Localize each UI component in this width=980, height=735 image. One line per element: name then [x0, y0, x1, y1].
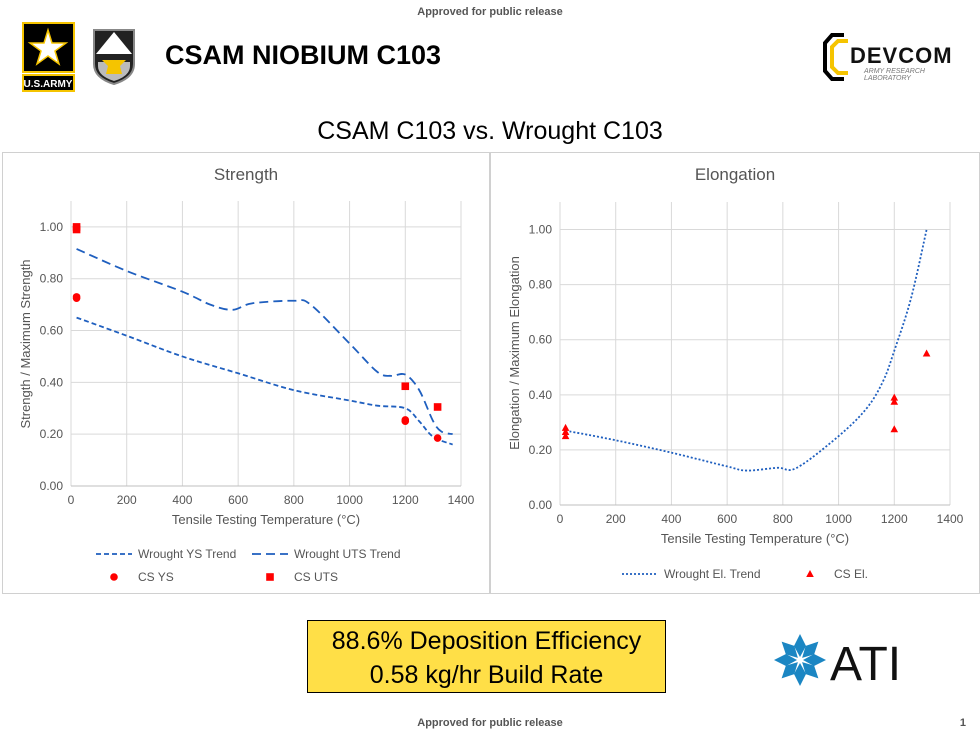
x-tick-label: 400 [661, 512, 681, 526]
svg-text:DEVCOM: DEVCOM [850, 43, 953, 68]
cs-uts-point [401, 382, 410, 391]
cs-el-point [561, 432, 570, 440]
y-tick-label: 0.20 [529, 443, 553, 457]
cs-uts-point [433, 403, 442, 411]
y-tick-label: 0.60 [40, 324, 64, 338]
y-axis-label: Elongation / Maximum Elongation [507, 256, 522, 450]
x-tick-label: 600 [228, 493, 248, 507]
y-axis-label: Strength / Maximum Strength [18, 259, 33, 428]
svg-text:U.S.ARMY: U.S.ARMY [24, 79, 73, 90]
legend-label: CS El. [834, 567, 868, 581]
y-tick-label: 1.00 [529, 223, 553, 237]
page-number: 1 [959, 717, 966, 729]
cs-el-point [922, 349, 931, 357]
elongation-chart: 0 200 400 600 800 1000 1200 1400 0.00 0.20 0.40 0.6… [507, 202, 964, 581]
callout-line-1: 88.6% Deposition Efficiency [331, 627, 642, 655]
svg-text:LABORATORY: LABORATORY [864, 75, 912, 82]
page-title: CSAM NIOBIUM C103 [165, 40, 442, 70]
elongation-chart-title: Elongation [694, 165, 776, 184]
svg-text:ARMY RESEARCH: ARMY RESEARCH [863, 68, 926, 75]
cs-el-point [890, 393, 899, 401]
callout-line-2: 0.58 kg/hr Build Rate [369, 661, 604, 689]
y-tick-label: 0.40 [529, 388, 553, 402]
y-tick-label: 0.80 [40, 272, 64, 286]
y-tick-label: 0.00 [529, 498, 553, 512]
x-axis-label: Tensile Testing Temperature (°C) [172, 512, 360, 527]
cs-el-point [890, 397, 899, 405]
ati-star-icon [774, 634, 826, 686]
x-tick-label: 1200 [881, 512, 908, 526]
x-tick-label: 600 [717, 512, 737, 526]
x-tick-label: 1000 [336, 493, 363, 507]
wrought-uts-trend-line [76, 248, 453, 436]
legend-label: Wrought YS Trend [138, 547, 236, 561]
legend-label: Wrought El. Trend [664, 567, 761, 581]
x-tick-label: 1400 [937, 512, 964, 526]
x-tick-label: 1400 [448, 493, 475, 507]
army-futures-shield-logo [93, 29, 135, 86]
strength-chart-title: Strength [213, 165, 279, 184]
y-tick-label: 0.60 [529, 333, 553, 347]
cs-el-point [890, 425, 899, 433]
cs-uts-point [72, 225, 81, 234]
ati-logo: ATI [774, 634, 901, 688]
legend-swatch [110, 573, 118, 581]
cs-ys-point [72, 294, 81, 302]
x-tick-label: 0 [557, 512, 564, 526]
x-tick-label: 400 [172, 493, 192, 507]
y-tick-label: 0.00 [40, 479, 64, 493]
x-axis-label: Tensile Testing Temperature (°C) [661, 531, 849, 546]
x-tick-label: 1000 [825, 512, 852, 526]
cs-ys-point [433, 434, 442, 442]
wrought-el-trend-line [565, 229, 928, 472]
legend-label: Wrought UTS Trend [294, 547, 401, 561]
x-tick-label: 200 [117, 493, 137, 507]
y-tick-label: 0.40 [40, 375, 64, 389]
legend-swatch [266, 573, 274, 581]
charts-layer: 0 200 400 600 800 1000 1200 1400 0.00 0.20 0.40 0.6… [18, 201, 964, 584]
wrought-ys-trend-line [76, 316, 453, 446]
x-tick-label: 800 [284, 493, 304, 507]
strength-chart: 0 200 400 600 800 1000 1200 1400 0.00 0.20 0.40 0.6… [18, 201, 475, 584]
legend-label: CS YS [138, 570, 174, 584]
legend-swatch [806, 570, 814, 577]
deposition-callout: 88.6% Deposition Efficiency 0.58 kg/hr B… [307, 620, 666, 693]
legend-label: CS UTS [294, 570, 338, 584]
ati-wordmark: ATI [830, 638, 901, 688]
release-notice-bottom: Approved for public release [417, 717, 563, 729]
x-tick-label: 200 [606, 512, 626, 526]
cs-el-point [561, 428, 570, 436]
slide-subtitle: CSAM C103 vs. Wrought C103 [317, 117, 663, 145]
cs-el-point [561, 423, 570, 431]
y-tick-label: 0.80 [529, 278, 553, 292]
x-tick-label: 1200 [392, 493, 419, 507]
us-army-logo: U.S.ARMY [22, 22, 75, 92]
x-tick-label: 0 [68, 493, 75, 507]
x-tick-label: 800 [773, 512, 793, 526]
devcom-arl-logo: DEVCOM ARMY RESEARCH LABORATORY [823, 33, 953, 82]
y-tick-label: 0.20 [40, 427, 64, 441]
cs-ys-point [401, 416, 410, 424]
y-tick-label: 1.00 [40, 220, 64, 234]
release-notice-top: Approved for public release [417, 6, 563, 18]
strength-chart-panel: Strength [2, 152, 490, 594]
